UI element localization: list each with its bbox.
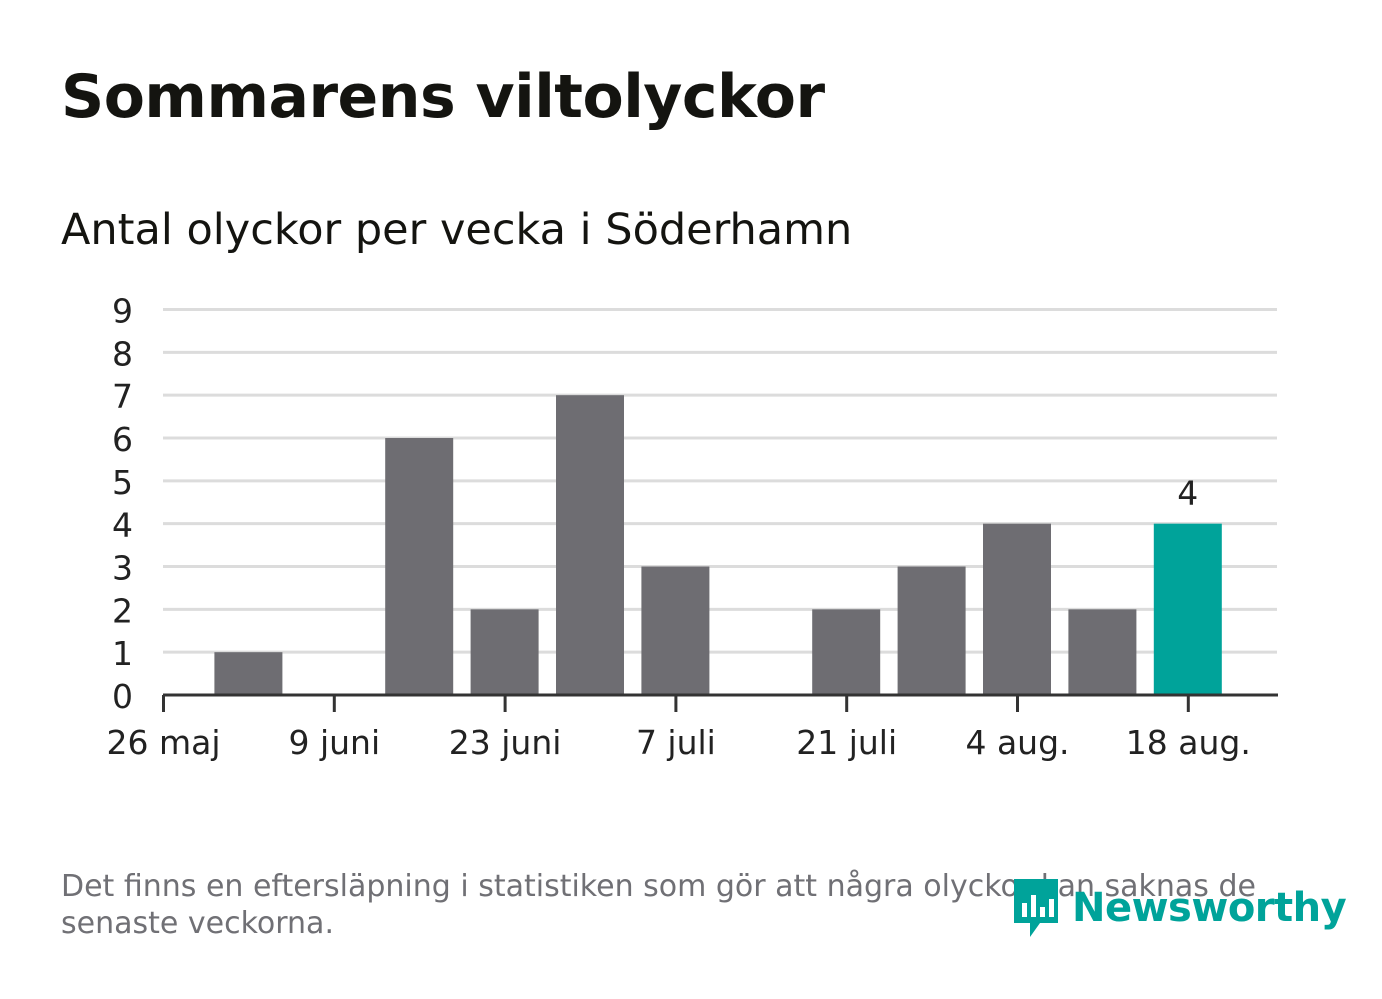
y-tick-label: 5 [112, 463, 133, 502]
chat-bubble-chart-icon [1014, 879, 1058, 937]
bar [641, 566, 710, 695]
x-tick-label: 4 aug. [965, 723, 1069, 762]
x-tick-label: 21 juli [796, 723, 897, 762]
logo-text: Newsworthy [1072, 885, 1347, 931]
bar [556, 395, 624, 695]
x-tick-label: 18 aug. [1126, 723, 1251, 762]
bar-highlight [1153, 523, 1222, 695]
gridlines [163, 308, 1277, 654]
bar [897, 566, 966, 695]
chart-title: Sommarens viltolyckor [61, 62, 825, 132]
chart-subtitle: Antal olyckor per vecka i Söderhamn [61, 205, 853, 255]
y-tick-label: 7 [112, 377, 133, 416]
x-axis-labels: 26 maj 9 juni 23 juni 7 juli 21 juli 4 aug. 18… [106, 723, 1250, 762]
data-label: 4 [1177, 474, 1198, 513]
bar [1068, 609, 1137, 695]
x-axis [162, 693, 1278, 712]
y-tick-label: 0 [112, 677, 133, 716]
bar [214, 652, 283, 695]
annotations: 4 [1177, 474, 1198, 513]
x-tick-label: 26 maj [106, 723, 220, 762]
newsworthy-logo: Newsworthy [1010, 875, 1347, 941]
bar [470, 609, 539, 695]
y-tick-label: 4 [112, 506, 133, 545]
bar [812, 609, 881, 695]
bar [983, 523, 1051, 695]
y-tick-label: 3 [112, 549, 133, 588]
bars [214, 395, 1222, 695]
y-tick-label: 8 [112, 334, 133, 373]
x-tick-label: 7 juli [636, 723, 716, 762]
y-tick-label: 6 [112, 420, 133, 459]
x-tick-label: 9 juni [288, 723, 380, 762]
y-tick-label: 9 [112, 292, 133, 331]
y-tick-label: 2 [112, 591, 133, 630]
y-tick-label: 1 [112, 634, 133, 673]
x-tick-label: 23 juni [449, 723, 562, 762]
bar [385, 438, 454, 695]
